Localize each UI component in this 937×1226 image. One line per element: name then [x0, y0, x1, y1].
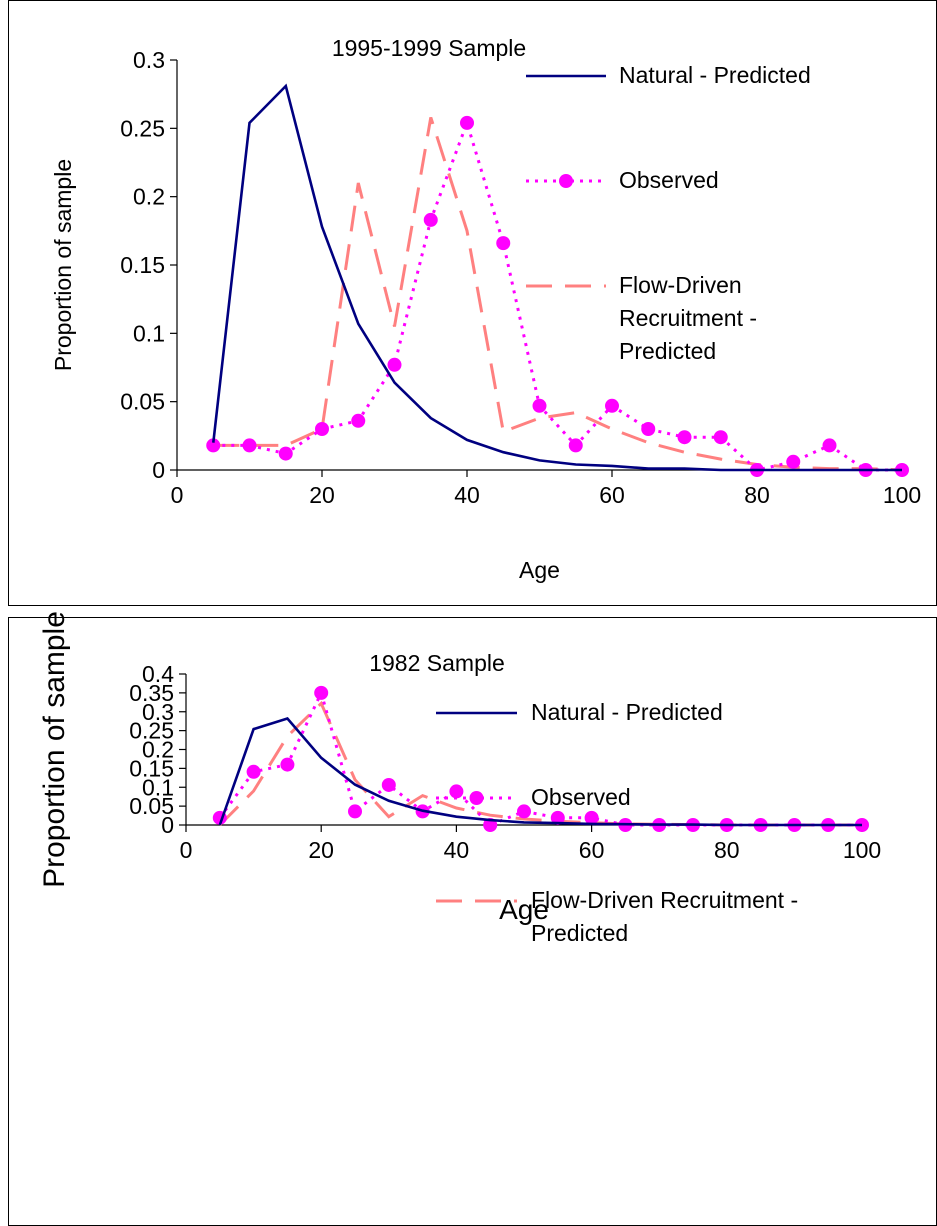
y-tick-label: 0.15: [120, 252, 165, 278]
observed-point: [280, 757, 295, 772]
legend-label: Flow-Driven Recruitment -: [531, 887, 798, 913]
legend-label: Predicted: [531, 920, 628, 946]
observed-point: [460, 115, 474, 130]
y-tick-label: 0.2: [142, 737, 174, 763]
observed-point: [278, 446, 293, 461]
legend-label: Recruitment -: [619, 305, 757, 331]
x-axis-label: Age: [519, 557, 560, 583]
x-tick-label: 0: [180, 837, 193, 863]
observed-point: [517, 804, 531, 819]
observed-point: [314, 685, 329, 700]
legend-label: Natural - Predicted: [619, 62, 811, 88]
observed-point: [449, 784, 464, 799]
series-line-natural-predicted: [218, 717, 862, 827]
x-tick-label: 80: [744, 482, 770, 508]
y-tick-label: 0.25: [120, 115, 165, 141]
y-tick-label: 0.05: [120, 389, 165, 415]
legend-label: Observed: [531, 784, 631, 810]
y-tick-label: 0.2: [133, 184, 165, 210]
legend-label: Predicted: [619, 338, 716, 364]
observed-point: [641, 422, 656, 436]
observed-point: [713, 430, 728, 445]
observed-point: [786, 454, 801, 469]
y-tick-label: 0.4: [142, 661, 174, 687]
series-line-observed: [213, 118, 902, 472]
chart-1995-1999: 0 0.05 0.1 0.15 0.2 0.25 0.3 0 20 40 60 80 100 Age Pro…: [50, 35, 921, 583]
observed-point: [532, 398, 547, 413]
observed-point: [348, 804, 362, 819]
chart-title: 1982 Sample: [369, 650, 505, 676]
y-axis-label: Proportion of sample: [50, 159, 76, 371]
y-tick-label: 0.25: [129, 718, 174, 744]
x-axis-label: Age: [499, 894, 549, 925]
observed-point: [381, 777, 396, 792]
legend-label: Natural - Predicted: [531, 699, 723, 725]
y-axis-label: Proportion of sample: [38, 611, 71, 888]
observed-point: [206, 438, 221, 453]
observed-point: [568, 438, 583, 453]
legend-marker: [469, 791, 484, 805]
x-tick-label: 60: [579, 837, 605, 863]
x-tick-label: 60: [599, 482, 625, 508]
y-tick-label: 0.1: [142, 774, 174, 800]
x-tick-label: 20: [309, 482, 335, 508]
observed-point: [550, 810, 565, 825]
series-line-flow-driven-recruitment-predicted: [213, 116, 903, 472]
x-tick-label: 40: [454, 482, 480, 508]
legend-marker: [559, 174, 573, 188]
observed-point: [242, 438, 257, 453]
legend-label: Flow-Driven: [619, 272, 742, 298]
observed-point: [605, 398, 619, 413]
observed-point: [584, 810, 599, 825]
observed-point: [246, 764, 261, 779]
chart-panel-1995-1999: 0 0.05 0.1 0.15 0.2 0.25 0.3 0 20 40 60 80 100 Age Pro…: [8, 0, 937, 606]
x-tick-label: 40: [444, 837, 470, 863]
observed-point: [822, 438, 837, 453]
y-tick-label: 0.35: [129, 680, 174, 706]
y-tick-label: 0: [152, 457, 165, 483]
y-tick-label: 0.3: [133, 47, 165, 73]
observed-point: [387, 357, 402, 372]
y-tick-label: 0.3: [142, 699, 174, 725]
series-line-natural-predicted: [212, 83, 902, 472]
chart-1982: 00.050.10.150.20.250.30.350.4 0 20 40 60 80 10…: [38, 611, 881, 946]
observed-point: [351, 413, 366, 428]
observed-point: [315, 422, 329, 436]
legend-label: Observed: [619, 167, 719, 193]
series-line-observed: [218, 688, 862, 827]
y-tick-label: 0.15: [129, 755, 174, 781]
x-tick-label: 100: [883, 482, 921, 508]
y-tick-label: 0: [161, 812, 174, 838]
chart-panel-1982: 0 0.05 0.1 0.15 0.2 0.25 0.3 0.35 0.4 0 20 40 60 80 10…: [8, 611, 937, 1226]
observed-point: [677, 430, 692, 445]
y-tick-label: 0.05: [129, 793, 174, 819]
x-tick-label: 80: [714, 837, 740, 863]
x-tick-label: 0: [171, 482, 184, 508]
y-tick-label: 0.1: [133, 320, 165, 346]
x-tick-label: 20: [308, 837, 334, 863]
observed-point: [496, 236, 511, 251]
x-tick-label: 100: [843, 837, 881, 863]
chart-title: 1995-1999 Sample: [332, 35, 526, 61]
observed-point: [423, 212, 438, 227]
